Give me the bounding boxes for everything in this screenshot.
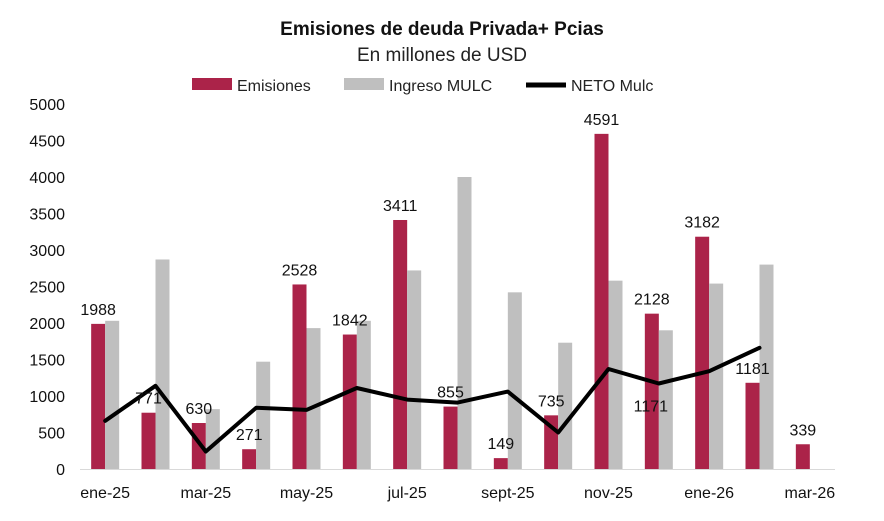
data-label-neto-mulc: 1171	[634, 399, 669, 416]
data-label-emisiones: 2128	[634, 292, 670, 309]
bar-ingreso-mulc	[105, 320, 120, 469]
legend: Emisiones Ingreso MULC NETO Mulc	[192, 78, 653, 95]
data-label-emisiones: 271	[236, 427, 263, 444]
bar-ingreso-mulc	[306, 328, 321, 469]
legend-label-ingreso-mulc: Ingreso MULC	[389, 78, 492, 95]
y-tick-label: 2000	[29, 316, 65, 333]
data-label-emisiones: 1988	[80, 302, 116, 319]
bar-ingreso-mulc	[507, 292, 522, 469]
bar-series	[91, 133, 810, 469]
data-label-emisiones: 1181	[735, 361, 770, 378]
bar-emisiones	[191, 423, 206, 469]
data-label-emisiones: 630	[185, 401, 212, 418]
bar-ingreso-mulc	[256, 361, 271, 469]
y-tick-label: 3500	[29, 207, 65, 224]
bar-ingreso-mulc	[709, 283, 724, 469]
data-label-emisiones: 339	[789, 422, 816, 439]
data-label-emisiones: 1842	[332, 313, 368, 330]
y-tick-label: 3000	[29, 243, 65, 260]
bar-ingreso-mulc	[205, 409, 220, 469]
data-label-emisiones: 3411	[383, 198, 418, 215]
legend-label-emisiones: Emisiones	[237, 78, 311, 95]
data-label-emisiones: 2528	[282, 262, 318, 279]
y-tick-label: 1000	[29, 389, 65, 406]
y-tick-label: 2500	[29, 280, 65, 297]
bar-emisiones	[342, 334, 357, 469]
bar-ingreso-mulc	[155, 259, 170, 469]
bar-ingreso-mulc	[558, 342, 573, 469]
x-tick-label: mar-26	[784, 485, 835, 502]
x-tick-label: sept-25	[481, 485, 534, 502]
bar-ingreso-mulc	[356, 320, 371, 469]
x-tick-label: mar-25	[180, 485, 231, 502]
y-tick-label: 5000	[29, 97, 65, 114]
line-series	[103, 345, 762, 454]
y-tick-label: 0	[56, 462, 65, 479]
bar-emisiones	[695, 236, 710, 469]
y-tick-label: 4000	[29, 170, 65, 187]
bar-ingreso-mulc	[608, 280, 623, 469]
bar-emisiones	[493, 458, 508, 469]
x-tick-label: jul-25	[387, 485, 427, 502]
bar-ingreso-mulc	[457, 177, 472, 469]
bar-emisiones	[292, 284, 307, 469]
x-tick-label: ene-26	[684, 485, 734, 502]
y-tick-label: 4500	[29, 134, 65, 151]
bar-emisiones	[242, 449, 257, 469]
data-label-emisiones: 4591	[584, 112, 620, 129]
bar-emisiones	[91, 323, 106, 469]
bar-emisiones	[141, 412, 156, 469]
bar-emisiones	[795, 444, 810, 469]
bar-emisiones	[594, 133, 609, 469]
x-axis: ene-25 mar-25 may-25 jul-25 sept-25 nov-25 ene…	[80, 469, 835, 502]
chart-subtitle: En millones de USD	[357, 45, 527, 66]
bar-emisiones	[644, 313, 659, 469]
bar-emisiones	[745, 382, 760, 469]
legend-swatch-emisiones	[192, 78, 232, 90]
y-tick-label: 500	[38, 426, 65, 443]
chart-title: Emisiones de deuda Privada+ Pcias	[280, 19, 604, 40]
data-label-emisiones: 855	[437, 385, 464, 402]
line-neto-mulc	[103, 345, 762, 454]
data-label-emisiones: 771	[135, 391, 162, 408]
bar-ingreso-mulc	[407, 270, 422, 469]
data-label-emisiones: 3182	[684, 215, 720, 232]
x-tick-label: nov-25	[584, 485, 633, 502]
x-tick-label: ene-25	[80, 485, 130, 502]
bar-emisiones	[443, 406, 458, 469]
y-tick-label: 1500	[29, 353, 65, 370]
data-label-emisiones: 149	[487, 436, 514, 453]
x-tick-label: may-25	[280, 485, 333, 502]
bar-ingreso-mulc	[759, 264, 774, 469]
data-labels: 1988 771 630 271 2528 1842 3411 855 149 735 4591 21…	[80, 112, 816, 453]
legend-label-neto-mulc: NETO Mulc	[571, 78, 653, 95]
bar-emisiones	[393, 219, 408, 469]
y-axis: 0 500 1000 1500 2000 2500 3000 3500 4000 4500 5000	[29, 97, 65, 479]
bar-ingreso-mulc	[658, 330, 673, 469]
legend-swatch-ingreso-mulc	[344, 78, 384, 90]
data-label-emisiones: 735	[538, 393, 565, 410]
